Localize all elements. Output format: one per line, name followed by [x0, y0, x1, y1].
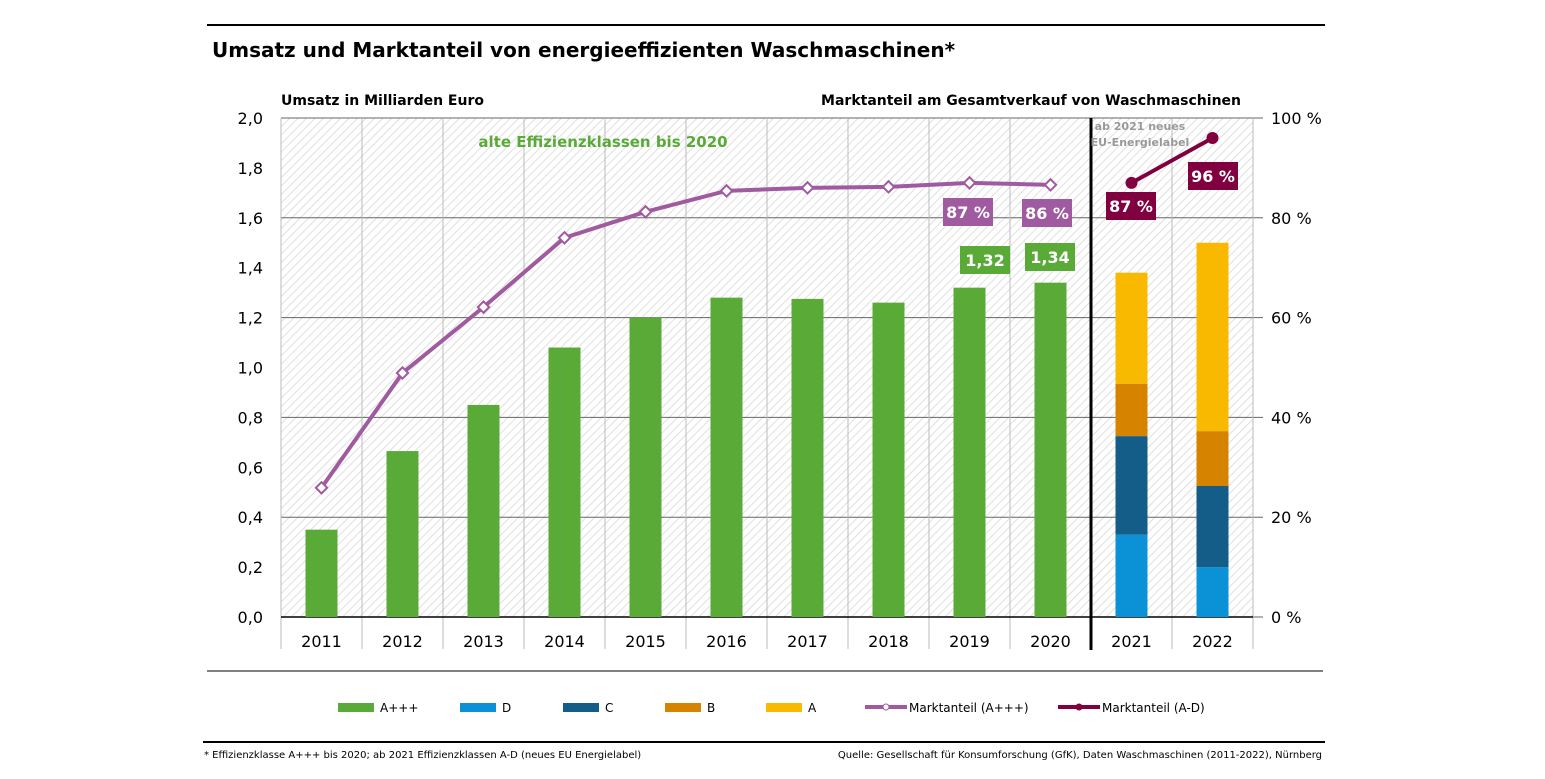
x-tick-label: 2018 — [868, 632, 909, 651]
data-label-box — [1022, 199, 1072, 227]
data-label-box — [1188, 162, 1238, 190]
data-label: 87 % — [946, 203, 990, 222]
line-marker — [476, 300, 491, 315]
bar-A-2012 — [386, 451, 419, 617]
line-MarktanteilAD — [1130, 136, 1214, 185]
data-label: 86 % — [1025, 204, 1069, 223]
annotation-new-label: ab 2021 neues EU-Energielabel — [1091, 120, 1190, 149]
bar-A-2015 — [629, 317, 662, 617]
bar-D-2022 — [1196, 567, 1229, 617]
y-tick-label: 0,4 — [238, 508, 263, 527]
legend-marker — [1075, 703, 1083, 711]
y-tick-label: 0,0 — [238, 608, 263, 627]
line-marker — [1125, 176, 1138, 189]
legend-label: Marktanteil (A-D) — [1102, 701, 1205, 715]
bar-A-2013 — [467, 404, 500, 617]
x-tick-label: 2020 — [1030, 632, 1071, 651]
data-label-box — [960, 246, 1010, 274]
bar-A-2017 — [791, 298, 824, 617]
legend-label: A+++ — [380, 701, 418, 715]
x-tick-label: 2014 — [544, 632, 585, 651]
bar-D-2021 — [1115, 534, 1148, 617]
line-marker — [800, 180, 815, 195]
bar-A-2022 — [1196, 242, 1229, 432]
legend-marker — [882, 703, 890, 711]
y-tick-label: 0,8 — [238, 408, 263, 427]
y2-tick-label: 100 % — [1271, 109, 1322, 128]
data-label-box — [1025, 243, 1075, 271]
line-marker — [638, 204, 653, 219]
legend-swatch — [460, 703, 496, 712]
x-tick-label: 2015 — [625, 632, 666, 651]
bar-A-2016 — [710, 297, 743, 617]
line-marker — [962, 175, 977, 190]
bar-B-2022 — [1196, 431, 1229, 487]
line-MarktanteilA — [319, 180, 1051, 489]
line-marker — [1206, 131, 1219, 144]
bar-A-2011 — [305, 529, 338, 617]
y-tick-label: 0,2 — [238, 558, 263, 577]
bar-C-2021 — [1115, 436, 1148, 535]
x-tick-label: 2011 — [301, 632, 342, 651]
x-tick-label: 2017 — [787, 632, 828, 651]
line-marker — [881, 179, 896, 194]
y2-tick-label: 60 % — [1271, 309, 1312, 328]
y-tick-label: 1,0 — [238, 359, 263, 378]
y2-axis-label: Marktanteil am Gesamtverkauf von Waschma… — [821, 93, 1241, 109]
y-tick-label: 1,6 — [238, 209, 263, 228]
x-tick-label: 2013 — [463, 632, 504, 651]
legend-label: D — [502, 701, 511, 715]
legend-label: Marktanteil (A+++) — [909, 701, 1029, 715]
x-tick-label: 2022 — [1192, 632, 1233, 651]
line-marker — [1043, 177, 1058, 192]
y2-tick-label: 80 % — [1271, 209, 1312, 228]
legend-swatch — [766, 703, 802, 712]
y-tick-label: 1,2 — [238, 309, 263, 328]
data-label: 1,34 — [1030, 248, 1069, 267]
data-label: 96 % — [1191, 167, 1235, 186]
y2-tick-label: 0 % — [1271, 608, 1301, 627]
legend-swatch — [338, 703, 374, 712]
bar-A-2018 — [872, 302, 905, 617]
bar-A-2021 — [1115, 272, 1148, 384]
y-tick-label: 1,4 — [238, 259, 263, 278]
data-label-box — [943, 198, 993, 226]
footnote: * Effizienzklasse A+++ bis 2020; ab 2021… — [204, 750, 641, 761]
line-marker — [557, 230, 572, 245]
bar-B-2021 — [1115, 383, 1148, 437]
bar-A-2019 — [953, 287, 986, 617]
data-label-box — [1106, 192, 1156, 220]
x-tick-label: 2019 — [949, 632, 990, 651]
legend-swatch — [665, 703, 701, 712]
legend-swatch — [563, 703, 599, 712]
legend-label: B — [707, 701, 715, 715]
annotation-old-classes: alte Effizienzklassen bis 2020 — [478, 133, 727, 151]
source: Quelle: Gesellschaft für Konsumforschung… — [838, 750, 1322, 761]
legend-label: A — [808, 701, 817, 715]
line-marker — [719, 183, 734, 198]
line-marker — [314, 480, 329, 495]
plot-area: 0,0 0,2 0,4 0,6 0,8 1,0 1,2 1,4 1,6 1,8 2,0 0 % 20 %… — [238, 109, 1322, 651]
x-tick-label: 2016 — [706, 632, 747, 651]
x-tick-label: 2012 — [382, 632, 423, 651]
y-axis-label: Umsatz in Milliarden Euro — [281, 93, 484, 109]
y-tick-label: 2,0 — [238, 109, 263, 128]
bar-A-2014 — [548, 347, 581, 617]
chart-title: Umsatz und Marktanteil von energieeffizi… — [212, 38, 956, 62]
bar-A-2020 — [1034, 282, 1067, 617]
x-tick-label: 2021 — [1111, 632, 1152, 651]
y2-tick-label: 20 % — [1271, 508, 1312, 527]
data-label: 1,32 — [965, 251, 1004, 270]
y2-tick-label: 40 % — [1271, 408, 1312, 427]
y-tick-label: 1,8 — [238, 159, 263, 178]
bar-C-2022 — [1196, 486, 1229, 568]
y-tick-label: 0,6 — [238, 458, 263, 477]
data-label: 87 % — [1109, 197, 1153, 216]
line-marker — [395, 365, 410, 381]
legend-label: C — [605, 701, 613, 715]
legend: A+++ D C B A Marktanteil (A+++) Marktanteil (A… — [338, 701, 1205, 715]
